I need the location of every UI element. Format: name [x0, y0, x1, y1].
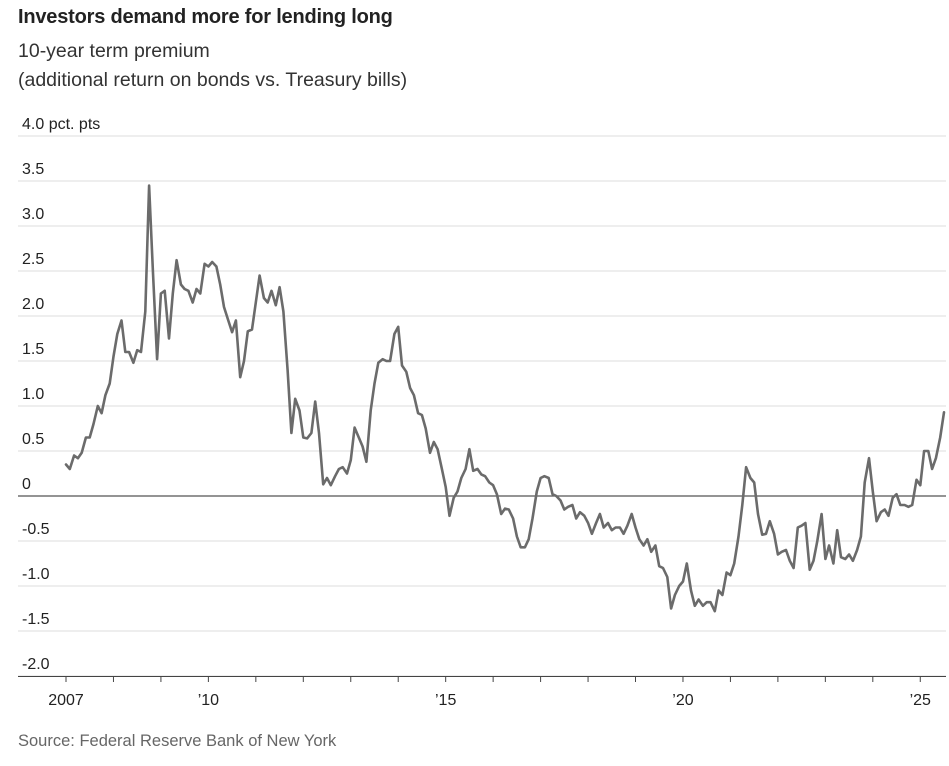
- y-tick-label: 1.0: [22, 386, 44, 403]
- gridlines: [18, 135, 946, 677]
- y-tick-label: 1.5: [22, 341, 44, 358]
- y-tick-label: 4.0 pct. pts: [22, 116, 100, 133]
- x-tick-label: ’10: [198, 692, 219, 709]
- y-tick-label: 2.0: [22, 296, 44, 313]
- x-tick-label: ’20: [672, 692, 693, 709]
- y-tick-label: 3.0: [22, 206, 44, 223]
- x-axis: 2007 ’10 ’15 ’20 ’25: [18, 676, 946, 709]
- source-note: Source: Federal Reserve Bank of New York: [18, 732, 337, 750]
- y-tick-label: -1.5: [22, 611, 50, 628]
- y-tick-label: -1.0: [22, 566, 50, 583]
- series-layer: [64, 184, 946, 613]
- y-tick-label: 0: [22, 476, 31, 493]
- y-axis-ticks: 4.0 pct. pts 3.5 3.0 2.5 2.0 1.5 1.0 0.5 0 -0.5 -1…: [22, 116, 100, 673]
- x-tick-label: ’25: [910, 692, 931, 709]
- chart-subtitle: 10-year term premium (additional return …: [18, 37, 407, 95]
- x-tick-label: 2007: [48, 692, 84, 709]
- y-tick-label: 0.5: [22, 431, 44, 448]
- chart-title: Investors demand more for lending long: [18, 6, 393, 28]
- x-tick-label: ’15: [435, 692, 456, 709]
- y-tick-label: -0.5: [22, 521, 50, 538]
- y-tick-label: -2.0: [22, 656, 50, 673]
- y-tick-label: 2.5: [22, 251, 44, 268]
- subtitle-line-2: (additional return on bonds vs. Treasury…: [18, 69, 408, 91]
- y-tick-label: 3.5: [22, 161, 44, 178]
- series-line-term-premium: [64, 184, 946, 613]
- subtitle-line-1: 10-year term premium: [18, 40, 210, 62]
